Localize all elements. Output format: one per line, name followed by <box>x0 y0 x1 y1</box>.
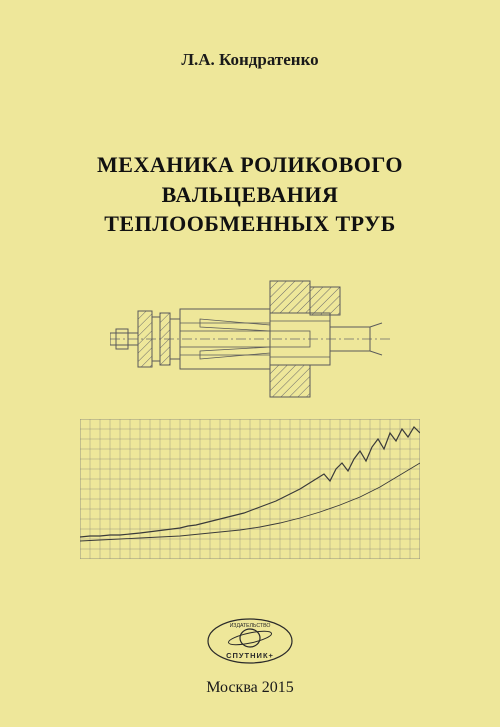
author-name: Л.А. Кондратенко <box>40 50 460 70</box>
title-line: ВАЛЬЦЕВАНИЯ <box>40 180 460 210</box>
roller-tool-drawing <box>110 279 390 399</box>
imprint: Москва 2015 <box>40 679 460 697</box>
book-cover: Л.А. Кондратенко МЕХАНИКА РОЛИКОВОГО ВАЛ… <box>0 0 500 727</box>
engineering-diagram <box>40 279 460 399</box>
title-line: ТЕПЛООБМЕННЫХ ТРУБ <box>40 209 460 239</box>
sputnik-logo-icon: ИЗДАТЕЛЬСТВО СПУТНИК+ <box>205 616 295 666</box>
chart-container <box>40 419 460 559</box>
title-line: МЕХАНИКА РОЛИКОВОГО <box>40 150 460 180</box>
svg-text:СПУТНИК+: СПУТНИК+ <box>226 651 274 660</box>
book-title: МЕХАНИКА РОЛИКОВОГО ВАЛЬЦЕВАНИЯ ТЕПЛООБМ… <box>40 150 460 239</box>
svg-text:ИЗДАТЕЛЬСТВО: ИЗДАТЕЛЬСТВО <box>230 623 271 629</box>
line-chart <box>80 419 420 559</box>
publisher-logo: ИЗДАТЕЛЬСТВО СПУТНИК+ <box>40 616 460 671</box>
